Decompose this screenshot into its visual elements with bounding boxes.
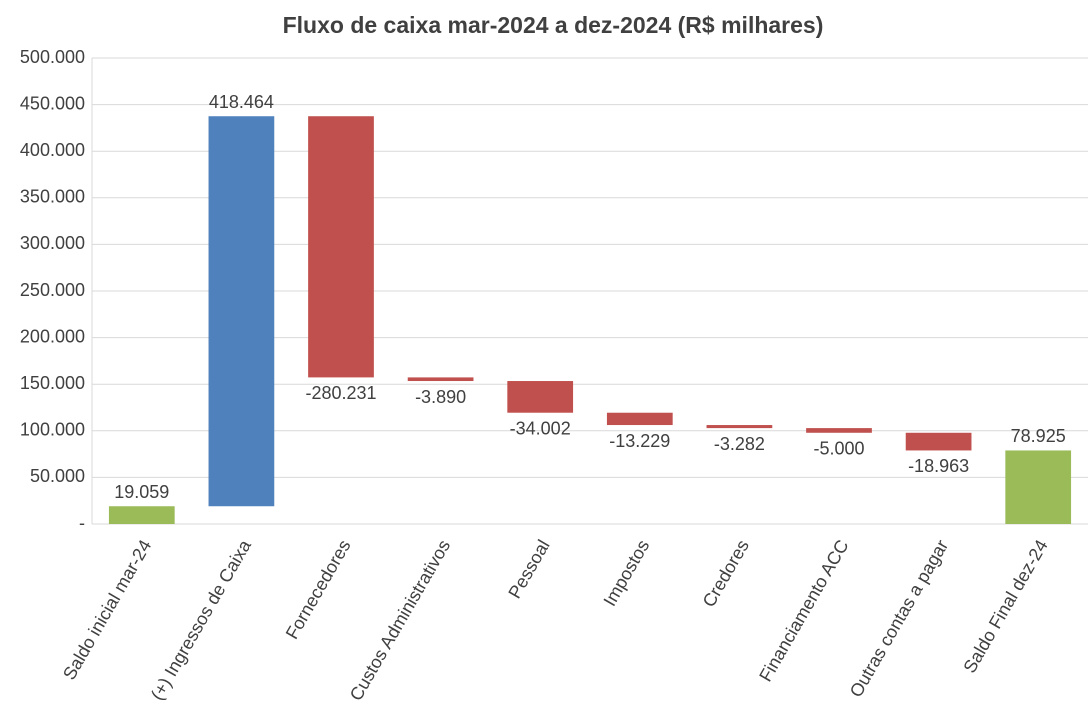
bar <box>706 425 773 429</box>
y-tick-label: 350.000 <box>20 187 85 207</box>
bar <box>606 412 673 426</box>
bar <box>208 116 275 507</box>
bar <box>507 381 574 413</box>
y-tick-label: 50.000 <box>30 466 85 486</box>
y-tick-label: 400.000 <box>20 140 85 160</box>
data-label: -18.963 <box>908 456 969 476</box>
data-label: -34.002 <box>510 418 571 438</box>
data-label: 19.059 <box>114 482 169 502</box>
chart-title: Fluxo de caixa mar-2024 a dez-2024 (R$ m… <box>283 12 824 38</box>
x-tick-label: Fornecedores <box>282 536 355 642</box>
y-tick-label: - <box>79 513 85 533</box>
bar <box>407 377 474 382</box>
x-tick-label: (+) Ingressos de Caixa <box>147 536 256 704</box>
y-tick-label: 100.000 <box>20 420 85 440</box>
x-tick-label: Outras contas a pagar <box>846 536 952 700</box>
x-tick-label: Saldo Final dez-24 <box>959 536 1051 676</box>
bar <box>1005 450 1072 524</box>
data-label: 78.925 <box>1011 426 1066 446</box>
y-tick-label: 250.000 <box>20 280 85 300</box>
x-tick-label: Impostos <box>600 536 654 609</box>
bar <box>905 432 972 451</box>
data-label: -3.282 <box>714 434 765 454</box>
bar <box>108 506 175 524</box>
x-tick-label: Custos Administrativos <box>346 536 454 704</box>
x-tick-label: Pessoal <box>504 536 553 601</box>
y-tick-label: 500.000 <box>20 47 85 67</box>
bar <box>308 116 374 378</box>
y-tick-label: 200.000 <box>20 326 85 346</box>
x-tick-label: Saldo inicial mar-24 <box>59 536 155 683</box>
bar <box>806 428 872 433</box>
data-label: -3.890 <box>415 387 466 407</box>
data-label: 418.464 <box>209 92 274 112</box>
x-tick-label: Financiamento ACC <box>755 536 852 685</box>
x-tick-label: Credores <box>699 536 753 610</box>
data-label: -13.229 <box>609 431 670 451</box>
y-tick-label: 450.000 <box>20 93 85 113</box>
y-tick-label: 300.000 <box>20 233 85 253</box>
y-tick-label: 150.000 <box>20 373 85 393</box>
data-label: -280.231 <box>305 383 376 403</box>
data-label: -5.000 <box>813 439 864 459</box>
